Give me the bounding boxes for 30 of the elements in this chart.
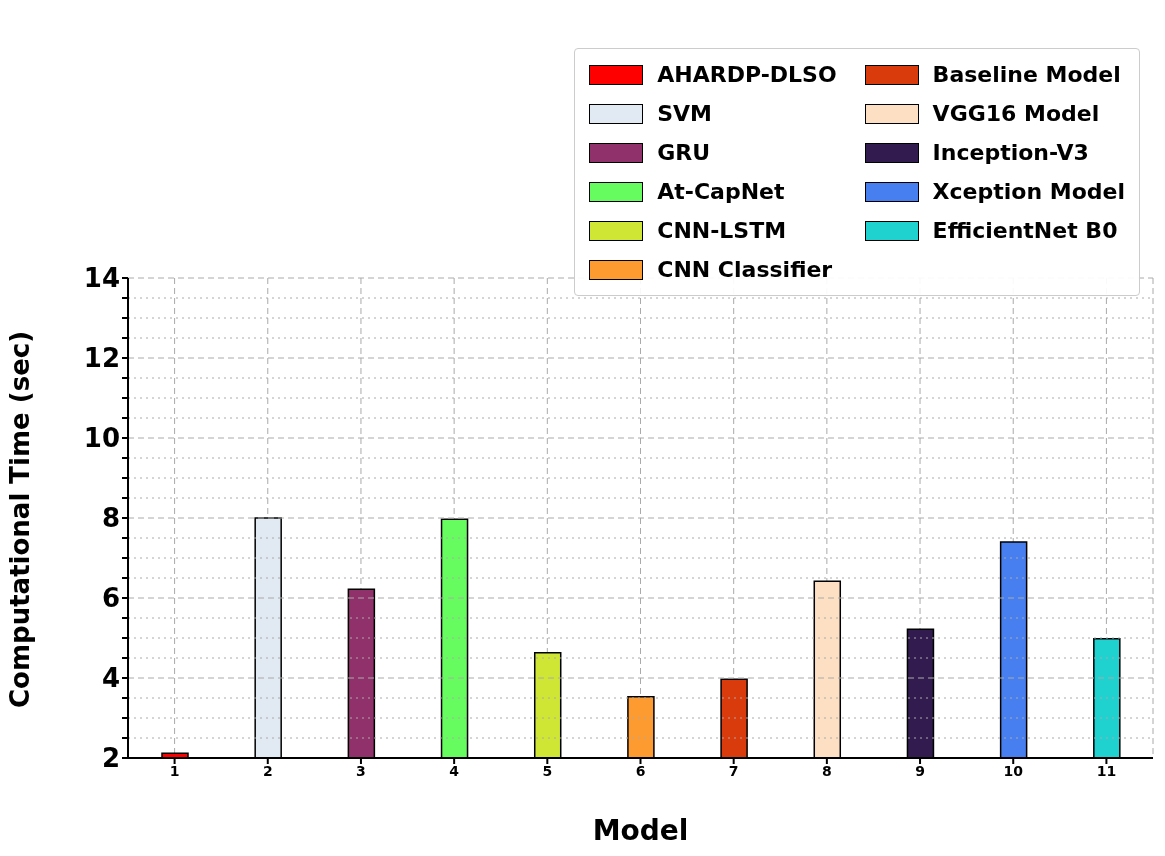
y-tick-label: 8 — [101, 503, 120, 534]
x-tick-label: 8 — [821, 762, 832, 779]
x-tick-label: 9 — [915, 762, 925, 779]
y-axis-title: Computational Time (sec) — [5, 330, 36, 708]
legend-label: SVM — [657, 101, 712, 126]
legend-label: EfficientNet B0 — [932, 218, 1118, 243]
legend-label: At-CapNet — [657, 179, 785, 204]
x-tick-label: 3 — [356, 762, 366, 779]
x-tick-label: 10 — [1003, 762, 1024, 779]
legend-label: Baseline Model — [932, 62, 1121, 87]
legend-label: AHARDP-DLSO — [657, 62, 837, 87]
x-tick-label: 1 — [169, 762, 180, 779]
x-tick-label: 11 — [1096, 762, 1117, 779]
y-tick-label: 12 — [83, 343, 120, 374]
legend-label: GRU — [657, 140, 711, 165]
x-tick-label: 5 — [542, 762, 553, 779]
legend-label: CNN Classifier — [657, 257, 833, 282]
y-tick-label: 14 — [83, 263, 120, 294]
x-tick-label: 2 — [262, 762, 273, 779]
legend-label: VGG16 Model — [932, 101, 1100, 126]
legend-label: CNN-LSTM — [657, 218, 787, 243]
y-tick-label: 6 — [101, 583, 120, 614]
legend-label: Xception Model — [932, 179, 1125, 204]
x-tick-label: 4 — [449, 762, 460, 779]
x-tick-label: 7 — [728, 762, 739, 779]
x-axis-title: Model — [592, 814, 689, 847]
legend-label: Inception-V3 — [932, 140, 1089, 165]
x-tick-label: 6 — [635, 762, 646, 779]
y-tick-label: 4 — [101, 663, 120, 694]
y-tick-label: 10 — [83, 423, 120, 454]
